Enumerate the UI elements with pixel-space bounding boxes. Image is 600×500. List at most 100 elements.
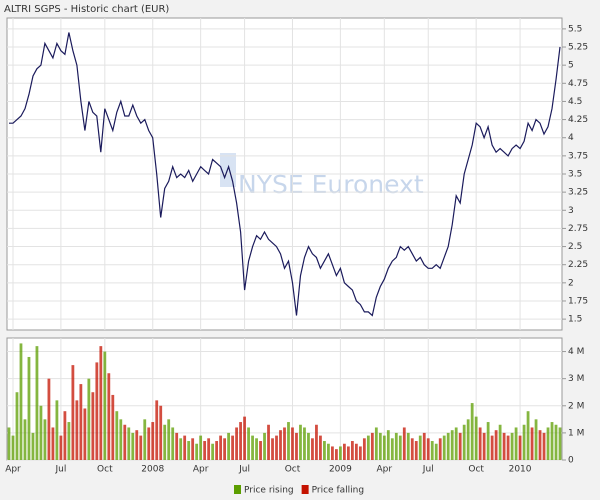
volume-bar <box>434 443 438 460</box>
volume-bar <box>143 419 147 460</box>
volume-bar <box>159 405 163 460</box>
volume-bar <box>502 432 506 460</box>
y-tick-label: 4.75 <box>568 79 588 89</box>
volume-bar <box>63 411 67 460</box>
y-tick-label: 5.25 <box>568 43 588 53</box>
volume-bar <box>59 435 63 460</box>
volume-bar <box>315 424 318 460</box>
y-tick-label: 3.5 <box>568 170 582 180</box>
volume-bar <box>131 432 135 460</box>
volume-bar <box>87 378 91 460</box>
volume-bar <box>27 356 31 460</box>
volume-bar <box>426 438 430 460</box>
chart-title: ALTRI SGPS - Historic chart (EUR) <box>4 4 169 15</box>
volume-bar <box>187 441 191 460</box>
volume-bar <box>19 343 23 460</box>
volume-bar <box>231 435 234 460</box>
volume-bar <box>139 435 143 460</box>
volume-bar <box>422 432 426 460</box>
x-tick-label: Apr <box>377 465 393 475</box>
volume-bar <box>494 430 498 460</box>
volume-bar <box>83 408 87 460</box>
legend-label: Price rising <box>244 486 294 496</box>
volume-bar <box>151 422 155 460</box>
volume-bar <box>171 427 175 460</box>
volume-bar <box>558 427 562 460</box>
volume-bar <box>498 424 502 460</box>
volume-bar <box>43 419 47 460</box>
x-tick-label: 2010 <box>509 465 532 475</box>
volume-bar <box>167 419 171 460</box>
volume-bar <box>55 400 59 460</box>
y-tick-label: 4.5 <box>568 97 582 107</box>
volume-bar <box>346 446 350 460</box>
volume-bar <box>267 424 270 460</box>
volume-bar <box>107 373 111 460</box>
volume-bar <box>478 427 482 460</box>
volume-bar <box>155 400 159 460</box>
volume-bar <box>35 346 39 460</box>
volume-bar <box>207 438 211 460</box>
x-tick-label: Oct <box>285 465 301 475</box>
y-tick-label: 3 M <box>568 374 584 384</box>
volume-bar <box>39 405 43 460</box>
volume-bar <box>323 441 326 460</box>
volume-bar <box>446 432 450 460</box>
volume-bar <box>223 438 227 460</box>
volume-bar <box>163 424 167 460</box>
volume-bar <box>386 430 390 460</box>
volume-bar <box>99 346 103 460</box>
volume-bar <box>518 435 522 460</box>
volume-bar <box>410 438 414 460</box>
y-tick-label: 3.25 <box>568 188 588 198</box>
volume-bar <box>291 427 294 460</box>
volume-bar <box>67 422 71 460</box>
volume-bar <box>111 394 115 460</box>
volume-bar <box>362 438 366 460</box>
y-tick-label: 2.75 <box>568 224 588 234</box>
y-tick-label: 2.5 <box>568 242 582 252</box>
volume-bar <box>354 443 358 460</box>
volume-bar <box>514 427 518 460</box>
volume-bar <box>331 446 334 460</box>
volume-bar <box>486 422 490 460</box>
volume-bar <box>47 378 51 460</box>
y-tick-label: 1.75 <box>568 296 588 306</box>
volume-bar <box>11 435 15 460</box>
volume-bar <box>115 411 119 460</box>
x-tick-label: Jul <box>422 465 434 475</box>
volume-bar <box>450 430 454 460</box>
volume-bar <box>454 427 458 460</box>
legend-swatch <box>301 485 309 494</box>
volume-bar <box>287 422 290 460</box>
volume-bar <box>342 443 346 460</box>
volume-bar <box>303 427 306 460</box>
x-tick-label: Jul <box>238 465 250 475</box>
volume-bar <box>7 427 11 460</box>
volume-bar <box>398 435 402 460</box>
volume-bar <box>215 441 219 460</box>
volume-bar <box>382 435 386 460</box>
x-tick-label: Apr <box>5 465 21 475</box>
y-tick-label: 4.25 <box>568 115 588 125</box>
volume-bar <box>235 427 238 460</box>
volume-bar <box>191 438 195 460</box>
volume-bar <box>339 446 342 460</box>
y-tick-label: 1.5 <box>568 315 582 325</box>
y-tick-label: 3.75 <box>568 151 588 161</box>
volume-bar <box>406 432 410 460</box>
volume-bar <box>91 392 95 460</box>
volume-bar <box>522 424 526 460</box>
y-tick-label: 2 M <box>568 401 584 411</box>
volume-bar <box>550 422 554 460</box>
volume-bar <box>259 441 262 460</box>
y-tick-label: 5.5 <box>568 24 582 34</box>
volume-bar <box>538 430 542 460</box>
price-line <box>9 32 561 317</box>
volume-bar <box>394 432 398 460</box>
volume-bar <box>119 419 123 460</box>
volume-bar <box>534 419 538 460</box>
volume-bar <box>490 435 494 460</box>
volume-bar <box>470 403 474 460</box>
